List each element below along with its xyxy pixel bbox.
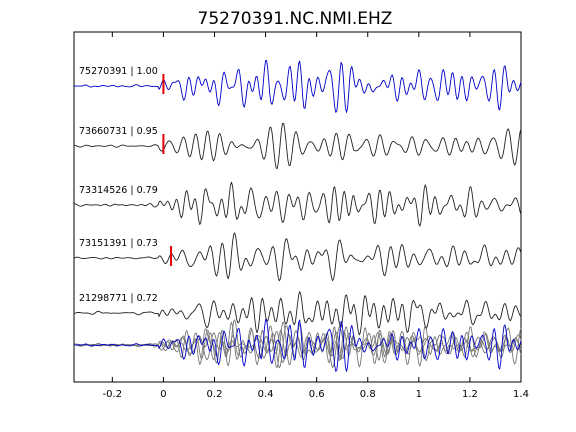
x-tick-label: 0.4 bbox=[258, 389, 274, 400]
trace-73314526 bbox=[73, 181, 522, 227]
overlay-trace-73314526 bbox=[73, 321, 522, 367]
overlay-trace-75270391 bbox=[73, 319, 522, 372]
trace-label-group: 75270391 | 1.00 73660731 | 0.95 73314526 |… bbox=[79, 66, 158, 304]
x-axis: -0.2 0 0.2 0.4 0.6 0.8 1 1.2 1.4 bbox=[103, 32, 529, 400]
x-tick-label: 0.2 bbox=[207, 389, 223, 400]
stacked-overlay-group bbox=[73, 319, 522, 372]
x-tick-label: 0.6 bbox=[309, 389, 325, 400]
x-tick-label: 0.8 bbox=[360, 389, 376, 400]
x-tick-label: 1 bbox=[416, 389, 422, 400]
overlay-trace-73660731 bbox=[73, 321, 522, 368]
trace-label-73660731: 73660731 | 0.95 bbox=[79, 126, 158, 137]
x-tick-label: 1.4 bbox=[513, 389, 529, 400]
chart-title: 75270391.NC.NMI.EHZ bbox=[198, 9, 393, 29]
trace-73151391 bbox=[73, 232, 522, 282]
x-tick-label: -0.2 bbox=[103, 389, 123, 400]
trace-label-73314526: 73314526 | 0.79 bbox=[79, 185, 158, 196]
trace-73660731 bbox=[73, 122, 522, 169]
x-tick-label: 0 bbox=[160, 389, 166, 400]
trace-label-75270391: 75270391 | 1.00 bbox=[79, 66, 158, 77]
trace-21298771 bbox=[73, 291, 522, 336]
pick-marker-group bbox=[162, 74, 173, 266]
x-tick-label: 1.2 bbox=[462, 389, 478, 400]
trace-75270391 bbox=[73, 60, 522, 113]
trace-label-73151391: 73151391 | 0.73 bbox=[79, 238, 158, 249]
trace-label-21298771: 21298771 | 0.72 bbox=[79, 293, 158, 304]
plot-area-frame bbox=[73, 31, 522, 383]
trace-group bbox=[73, 60, 522, 336]
